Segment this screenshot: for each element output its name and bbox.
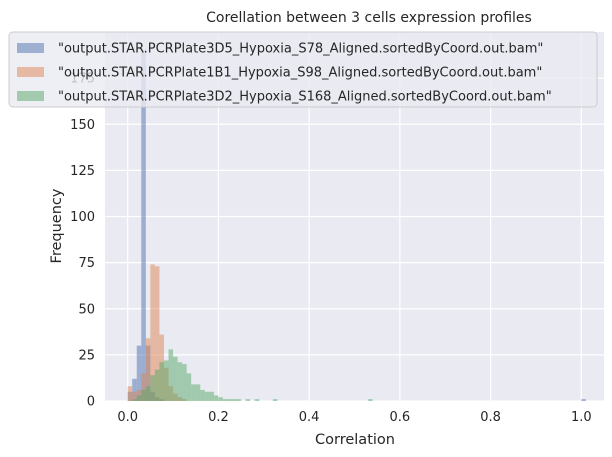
histogram-bar bbox=[127, 386, 133, 401]
histogram-bar bbox=[141, 389, 146, 401]
histogram-bar bbox=[186, 373, 192, 401]
histogram-bar bbox=[182, 364, 187, 401]
legend-label: "output.STAR.PCRPlate3D5_Hypoxia_S78_Ali… bbox=[58, 42, 543, 57]
x-axis-label: Correlation bbox=[315, 432, 395, 448]
histogram-bar bbox=[141, 50, 146, 401]
histogram-bar bbox=[150, 375, 155, 401]
legend-swatch bbox=[17, 43, 44, 53]
y-tick-label: 75 bbox=[78, 256, 95, 271]
x-tick-label: 0.0 bbox=[117, 410, 138, 425]
legend-box bbox=[8, 31, 598, 108]
bars bbox=[127, 50, 586, 401]
histogram-bar bbox=[132, 391, 137, 401]
histogram-bar bbox=[163, 360, 169, 401]
histogram-bar bbox=[232, 399, 237, 401]
legend: "output.STAR.PCRPlate3D5_Hypoxia_S78_Ali… bbox=[8, 31, 598, 108]
histogram-bar bbox=[222, 399, 228, 401]
x-tick-label: 0.8 bbox=[480, 410, 501, 425]
y-tick-label: 100 bbox=[70, 210, 95, 225]
x-tick-label: 1.0 bbox=[571, 410, 592, 425]
histogram-bar bbox=[227, 399, 233, 401]
x-axis-ticks: 0.0 0.2 0.4 0.6 0.8 1.0 bbox=[117, 410, 591, 425]
y-tick-label: 50 bbox=[78, 302, 95, 317]
y-axis-label: Frequency bbox=[49, 188, 65, 263]
histogram-bar bbox=[154, 266, 160, 401]
histogram-bar bbox=[195, 384, 201, 401]
series-3-bars bbox=[132, 349, 373, 401]
histogram-bar bbox=[132, 399, 137, 401]
histogram-bar bbox=[368, 399, 373, 401]
histogram-bar bbox=[141, 373, 146, 401]
legend-label: "output.STAR.PCRPlate3D2_Hypoxia_S168_Al… bbox=[58, 90, 552, 105]
histogram-bar bbox=[218, 397, 223, 401]
legend-swatch bbox=[17, 67, 44, 77]
histogram-bar bbox=[209, 391, 214, 401]
histogram-bar bbox=[136, 345, 142, 401]
histogram-bar bbox=[177, 362, 183, 401]
histogram-bar bbox=[581, 399, 586, 401]
y-tick-label: 25 bbox=[78, 348, 95, 363]
chart-title: Corellation between 3 cells expression p… bbox=[206, 10, 532, 26]
histogram-bar bbox=[204, 391, 210, 401]
histogram-bar bbox=[200, 389, 205, 401]
histogram-bar bbox=[136, 395, 142, 401]
histogram-bar bbox=[154, 369, 160, 401]
histogram-bar bbox=[254, 399, 260, 401]
histogram-bar bbox=[272, 399, 278, 401]
histogram-bar bbox=[159, 362, 164, 401]
legend-swatch bbox=[17, 91, 44, 101]
histogram-bar bbox=[191, 384, 196, 401]
legend-label: "output.STAR.PCRPlate1B1_Hypoxia_S98_Ali… bbox=[58, 66, 542, 81]
histogram-bar bbox=[168, 349, 174, 401]
histogram-bar bbox=[213, 395, 219, 401]
histogram-bar bbox=[236, 399, 242, 401]
histogram-bar bbox=[173, 356, 178, 401]
x-tick-label: 0.6 bbox=[390, 410, 411, 425]
histogram-bar bbox=[145, 386, 151, 401]
y-tick-label: 0 bbox=[87, 395, 95, 410]
x-tick-label: 0.4 bbox=[299, 410, 320, 425]
y-tick-label: 125 bbox=[70, 164, 95, 179]
histogram-bar bbox=[245, 399, 251, 401]
x-tick-label: 0.2 bbox=[208, 410, 229, 425]
y-tick-label: 150 bbox=[70, 118, 95, 133]
histogram-bar bbox=[145, 338, 151, 401]
histogram-bar bbox=[132, 378, 137, 401]
histogram-bar bbox=[150, 264, 155, 401]
